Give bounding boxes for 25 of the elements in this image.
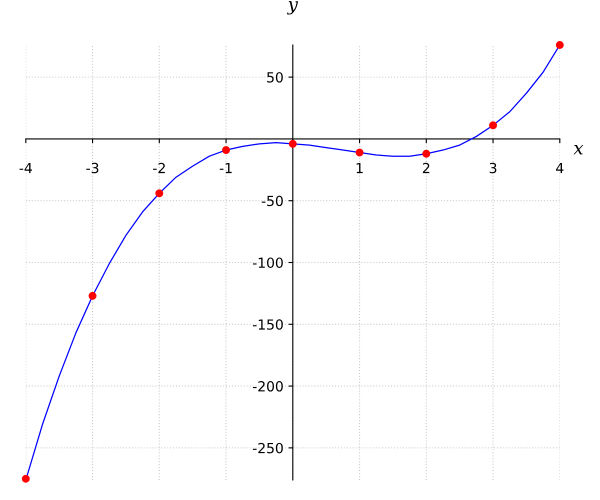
y-tick-label: -250 bbox=[252, 442, 283, 454]
x-tick-label: -1 bbox=[220, 162, 232, 174]
y-tick-label: -100 bbox=[252, 257, 283, 268]
x-tick-label: -2 bbox=[153, 162, 165, 174]
x-tick-label: -3 bbox=[86, 162, 98, 174]
point bbox=[422, 150, 430, 158]
y-tick-label: -200 bbox=[252, 381, 283, 392]
point bbox=[356, 148, 364, 156]
point bbox=[556, 41, 564, 49]
point bbox=[288, 140, 297, 148]
x-axis-title: x bbox=[573, 145, 584, 154]
x-tick-label: 4 bbox=[556, 162, 564, 174]
x-tick-label: 1 bbox=[356, 162, 363, 174]
x-tick-label: 3 bbox=[490, 162, 496, 174]
y-tick-label: -50 bbox=[262, 196, 283, 206]
y-tick-label: 50 bbox=[267, 72, 283, 83]
point bbox=[88, 292, 96, 300]
point bbox=[222, 146, 230, 154]
y-tick-label: -150 bbox=[252, 319, 283, 330]
x-tick-label: -4 bbox=[20, 162, 32, 174]
y-axis-title: y bbox=[287, 1, 298, 15]
x-tick-label: 2 bbox=[422, 162, 430, 174]
point bbox=[155, 189, 164, 198]
point bbox=[22, 474, 30, 483]
point bbox=[489, 121, 497, 130]
